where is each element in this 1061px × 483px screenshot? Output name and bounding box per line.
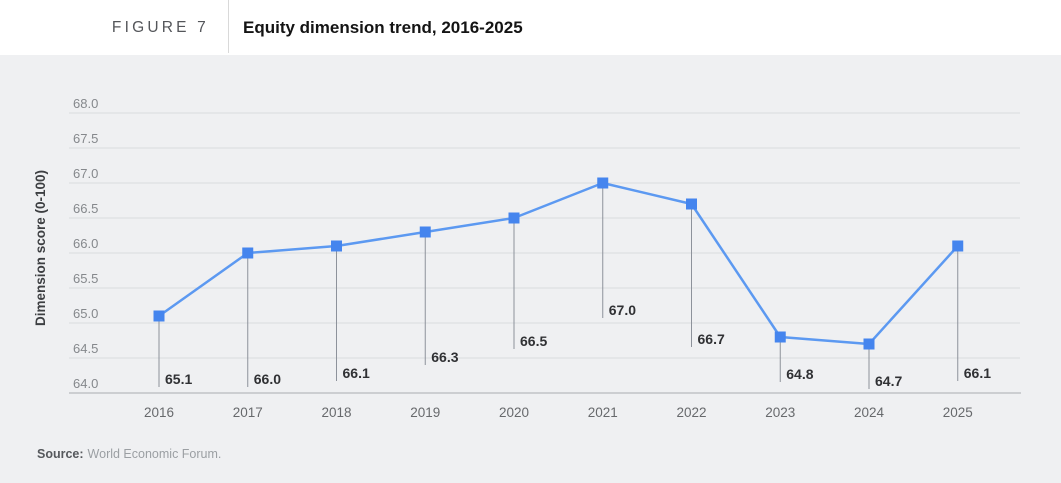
source-text: World Economic Forum. — [87, 447, 222, 461]
data-label-2018: 66.1 — [343, 365, 370, 381]
x-tick-label: 2021 — [588, 405, 618, 420]
y-axis-title: Dimension score (0-100) — [33, 170, 48, 326]
y-tick-label: 64.5 — [73, 341, 98, 356]
data-label-2024: 64.7 — [875, 373, 902, 389]
y-tick-label: 66.5 — [73, 201, 98, 216]
data-label-2020: 66.5 — [520, 333, 547, 349]
data-label-2025: 66.1 — [964, 365, 991, 381]
data-point-marker-2024 — [863, 338, 875, 350]
data-point-marker-2020 — [508, 212, 520, 224]
trend-line — [157, 181, 959, 346]
data-label-2019: 66.3 — [431, 349, 458, 365]
data-label-2022: 66.7 — [698, 331, 725, 347]
data-point-marker-2019 — [419, 226, 431, 238]
data-point-marker-2022 — [686, 198, 697, 210]
y-tick-label: 68.0 — [73, 96, 98, 111]
x-tick-label: 2025 — [943, 405, 973, 420]
source-label: Source: — [37, 447, 84, 461]
data-point-marker-2025 — [952, 240, 964, 252]
x-tick-label: 2023 — [765, 405, 795, 420]
chart-background — [0, 55, 1061, 483]
x-tick-label: 2017 — [233, 405, 263, 420]
x-tick-label: 2019 — [410, 405, 440, 420]
data-point-marker-2018 — [331, 240, 342, 252]
x-tick-label: 2024 — [854, 405, 885, 420]
figure-number: FIGURE 7 — [111, 18, 209, 36]
data-point-marker-2016 — [153, 310, 165, 322]
y-tick-label: 64.0 — [73, 376, 98, 391]
y-tick-label: 67.5 — [73, 131, 98, 146]
figure-title: Equity dimension trend, 2016-2025 — [243, 17, 523, 37]
data-point-marker-2021 — [597, 177, 609, 189]
data-point-marker-2017 — [242, 247, 254, 259]
data-label-2016: 65.1 — [165, 371, 192, 387]
y-tick-label: 65.5 — [73, 271, 98, 286]
x-tick-label: 2020 — [499, 405, 529, 420]
data-label-2021: 67.0 — [609, 302, 636, 318]
source-note: Source: World Economic Forum. — [37, 447, 221, 461]
y-tick-label: 65.0 — [73, 306, 98, 321]
x-tick-label: 2022 — [676, 405, 706, 420]
data-point-marker-2023 — [774, 331, 786, 343]
x-tick-label: 2018 — [321, 405, 351, 420]
y-tick-label: 67.0 — [73, 166, 98, 181]
data-label-2023: 64.8 — [786, 366, 813, 382]
data-label-2017: 66.0 — [254, 371, 281, 387]
header-divider — [228, 0, 229, 53]
x-tick-label: 2016 — [144, 405, 174, 420]
y-tick-label: 66.0 — [73, 236, 98, 251]
